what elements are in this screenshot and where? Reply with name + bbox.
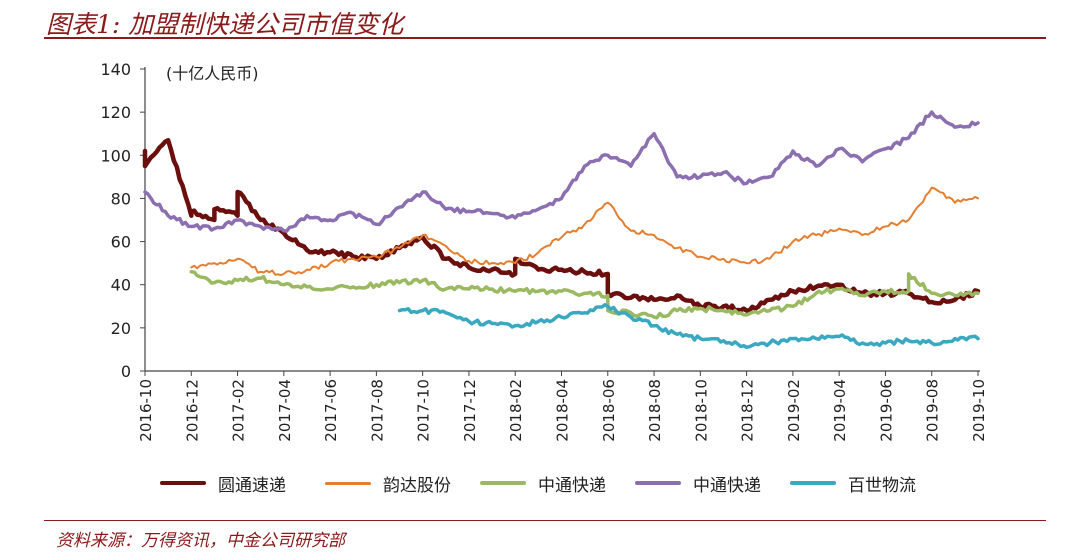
x-tick-label: 2018-02 xyxy=(507,379,525,442)
y-tick-label: 60 xyxy=(111,233,131,252)
y-tick-label: 80 xyxy=(111,189,131,208)
line-chart: 0 20 40 60 80 100 120 140 (十亿人民币) 2016-10 2016-12 2… xyxy=(100,60,988,442)
legend-label: 中通快递 xyxy=(538,476,606,496)
x-tick-label: 2017-08 xyxy=(368,379,386,442)
legend-swatch xyxy=(480,481,526,485)
chart-title: 图表1: 加盟制快递公司市值变化 xyxy=(46,10,404,39)
x-tick-label: 2019-08 xyxy=(924,379,942,442)
bottom-rule xyxy=(44,520,1046,521)
x-tick-label: 2016-10 xyxy=(137,379,155,442)
x-tick-label: 2016-12 xyxy=(183,379,201,442)
legend-swatch xyxy=(325,481,371,485)
series-line xyxy=(190,186,979,277)
y-tick-label: 100 xyxy=(100,146,131,165)
x-tick-label: 2019-02 xyxy=(785,379,803,442)
x-tick-label: 2017-04 xyxy=(276,379,294,442)
y-tick-label: 120 xyxy=(100,103,131,122)
x-tick-label: 2018-08 xyxy=(646,379,664,442)
x-tick-label: 2017-10 xyxy=(415,379,433,442)
x-tick-label: 2017-06 xyxy=(322,379,340,442)
series-line xyxy=(397,303,980,350)
legend-swatch xyxy=(160,480,206,486)
y-tick-label: 0 xyxy=(121,362,131,381)
y-unit-label: (十亿人民币) xyxy=(166,64,259,83)
legend-label: 百世物流 xyxy=(848,476,916,496)
x-tick-label: 2018-06 xyxy=(600,379,618,442)
x-tick-label: 2019-06 xyxy=(877,379,895,442)
x-tick-label: 2019-04 xyxy=(831,379,849,442)
y-tick-label: 140 xyxy=(100,60,131,79)
legend-label: 圆通速递 xyxy=(218,476,286,496)
legend-label: 韵达股份 xyxy=(383,476,451,496)
legend-swatch xyxy=(635,481,681,485)
x-tick-label: 2018-10 xyxy=(692,379,710,442)
x-tick-label: 2017-02 xyxy=(230,379,248,442)
title-rule xyxy=(44,37,1046,39)
y-tick-label: 40 xyxy=(111,276,131,295)
chart-legend: 圆通速递 韵达股份 中通快递 中通快递 百世物流 xyxy=(160,470,1040,496)
legend-label: 中通快递 xyxy=(693,476,761,496)
x-tick-label: 2017-12 xyxy=(461,379,479,442)
x-tick-label: 2019-10 xyxy=(970,379,988,442)
series-line xyxy=(189,270,980,320)
series-line xyxy=(142,137,981,313)
x-tick-label: 2018-04 xyxy=(554,379,572,442)
source-note: 资料来源：万得资讯，中金公司研究部 xyxy=(56,531,345,551)
y-tick-label: 20 xyxy=(111,319,131,338)
x-tick-label: 2018-12 xyxy=(739,379,757,442)
series-line xyxy=(143,110,980,233)
legend-swatch xyxy=(790,481,836,485)
